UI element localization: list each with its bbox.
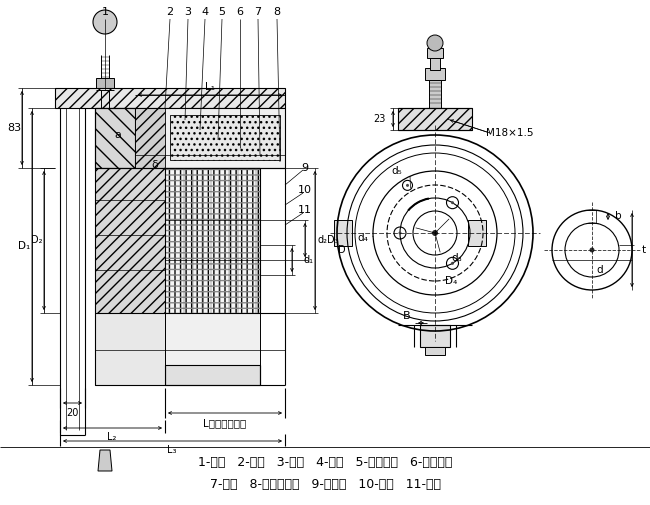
Circle shape	[398, 231, 402, 234]
Text: D₃: D₃	[327, 235, 339, 245]
Bar	[55, 88, 285, 108]
Text: 9: 9	[302, 163, 309, 173]
Bar	[429, 80, 441, 108]
Text: D₂: D₂	[31, 235, 43, 245]
Bar	[426, 108, 444, 126]
Text: b: b	[615, 211, 621, 221]
Text: d₅: d₅	[391, 166, 402, 176]
Text: d₁: d₁	[304, 255, 314, 265]
Circle shape	[451, 262, 454, 265]
Text: d: d	[597, 265, 603, 275]
Text: 23: 23	[374, 114, 386, 124]
Bar	[95, 108, 135, 168]
Bar	[427, 48, 443, 58]
Circle shape	[406, 184, 409, 187]
Text: 7-外环   8-外片联接件   9-阶梯销   10-内环   11-衬套: 7-外环 8-外片联接件 9-阶梯销 10-内环 11-衬套	[209, 479, 441, 491]
Bar	[95, 108, 135, 168]
Bar	[468, 220, 486, 246]
Circle shape	[451, 201, 454, 204]
Polygon shape	[98, 450, 112, 471]
Text: a: a	[114, 130, 122, 140]
Text: D₄: D₄	[445, 276, 457, 286]
Text: δ: δ	[151, 160, 159, 170]
Bar	[165, 365, 260, 385]
Bar	[95, 313, 165, 385]
Bar	[135, 108, 285, 168]
Text: 4: 4	[202, 7, 209, 17]
Bar	[135, 108, 165, 168]
Text: M18×1.5: M18×1.5	[486, 128, 534, 138]
Text: 1-支件   2-滑环   3-磁轭   4-线圈   5-内摩擦片   6-外摩擦片: 1-支件 2-滑环 3-磁轭 4-线圈 5-内摩擦片 6-外摩擦片	[198, 457, 452, 470]
Bar	[334, 220, 352, 246]
Bar	[96, 78, 114, 90]
Circle shape	[432, 230, 438, 236]
Bar	[425, 347, 445, 355]
Bar	[430, 58, 440, 70]
Bar	[170, 115, 280, 160]
Text: 20: 20	[66, 408, 78, 418]
Text: L₂: L₂	[107, 432, 117, 442]
Text: B: B	[403, 311, 411, 321]
Text: L₃: L₃	[167, 445, 177, 455]
Bar	[95, 168, 165, 313]
Text: 10: 10	[298, 185, 312, 195]
Text: 11: 11	[298, 205, 312, 215]
Text: 8: 8	[274, 7, 281, 17]
Text: 1: 1	[101, 7, 109, 17]
Circle shape	[427, 35, 443, 51]
Text: d₄: d₄	[358, 233, 369, 243]
Text: D₁: D₁	[18, 241, 30, 251]
Text: 83: 83	[7, 123, 21, 133]
Text: D: D	[338, 245, 346, 255]
Text: L（衔铁行程）: L（衔铁行程）	[203, 418, 246, 428]
Text: d₃: d₃	[452, 253, 462, 263]
Text: t: t	[642, 245, 646, 255]
Bar	[165, 168, 260, 313]
Text: 6: 6	[237, 7, 244, 17]
Circle shape	[590, 247, 595, 252]
Circle shape	[93, 10, 117, 34]
Text: d₂: d₂	[317, 235, 327, 245]
Bar	[165, 168, 260, 313]
Text: L₁: L₁	[205, 82, 215, 92]
Text: 3: 3	[185, 7, 192, 17]
Bar	[398, 108, 472, 130]
Text: 2: 2	[166, 7, 174, 17]
Bar	[165, 313, 260, 385]
Bar	[425, 68, 445, 80]
Text: 7: 7	[254, 7, 261, 17]
Bar	[420, 325, 450, 347]
Text: 5: 5	[218, 7, 226, 17]
